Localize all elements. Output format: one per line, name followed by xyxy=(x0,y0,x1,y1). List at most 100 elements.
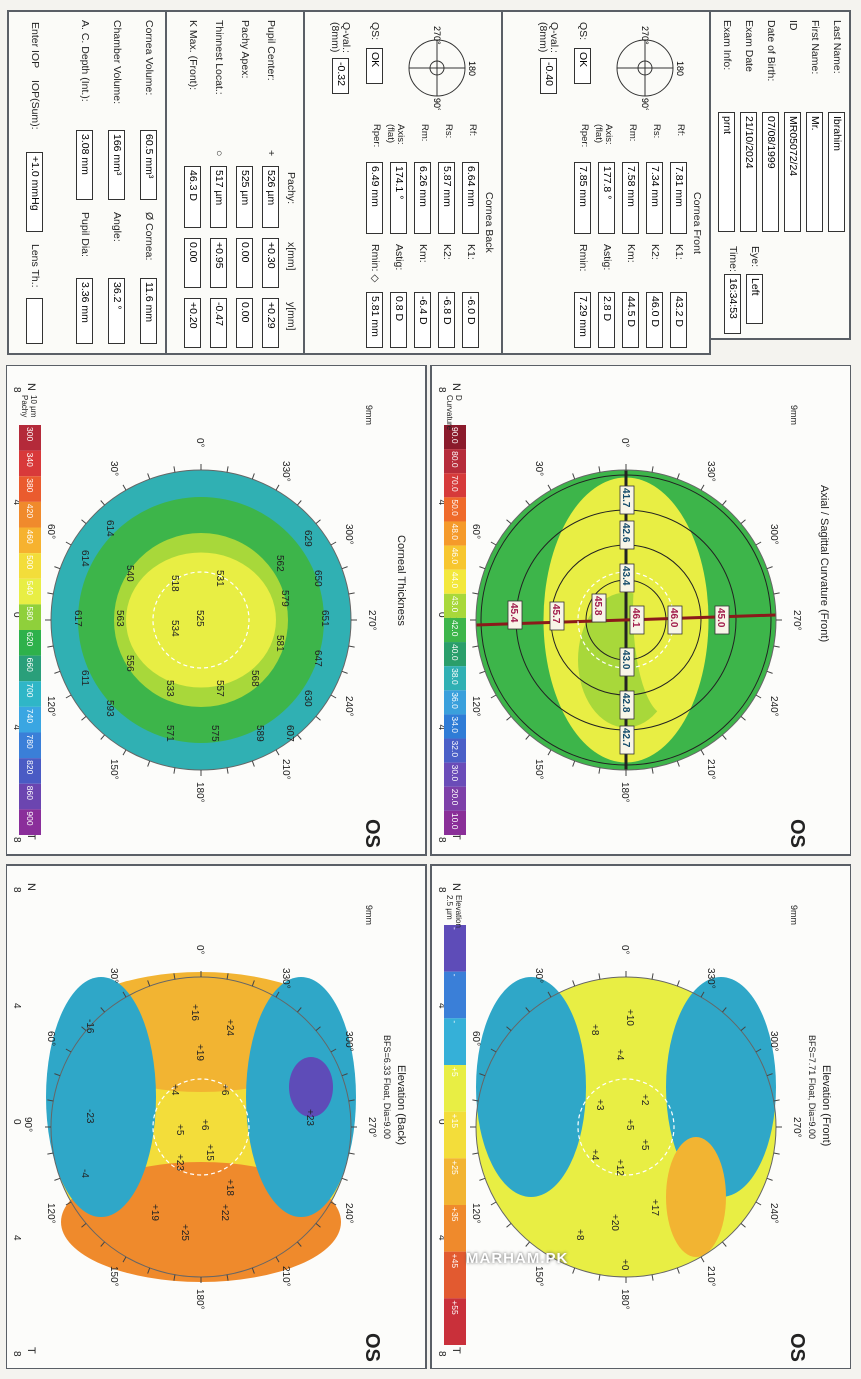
curv_scale-value: 43.0 xyxy=(450,596,460,613)
angle-label: 120° xyxy=(470,696,481,717)
back-right-value: -6.4 D xyxy=(414,292,431,348)
cornea-front-block: Cornea Front Rf: 7.81 mm Rs: 7.34 mm Rm: 7.58… xyxy=(501,10,711,355)
front-left-label: Axis: (flat) xyxy=(593,124,614,145)
elevation-back-value: +6 xyxy=(219,1084,230,1096)
volume-row-label: A. C. Depth (Int.): xyxy=(79,20,91,102)
pachy-row-x: +0.95 xyxy=(210,238,227,288)
curv_scale-swatch xyxy=(444,810,466,836)
iop-value[interactable]: +1.0 mmHg xyxy=(26,152,43,232)
angle-label: 0° xyxy=(619,945,630,955)
curv_scale-swatch xyxy=(444,449,466,474)
curv_scale-value: 42.0 xyxy=(450,620,460,637)
lens-value[interactable] xyxy=(26,298,43,344)
axis-tick: 8 xyxy=(11,887,22,893)
curv_scale-value: 36.0 xyxy=(450,692,460,709)
pachy_scale-unit-top: 10 µm xyxy=(29,395,38,418)
elev_scale-value: - xyxy=(450,974,460,977)
elevb-subtitle: BFS=6.33 Float, Dia=9.00 xyxy=(382,1035,392,1139)
angle-label: 60° xyxy=(45,524,56,539)
front-left-label: Rm: xyxy=(627,124,638,142)
pachy-row-x: 0.00 xyxy=(236,238,253,288)
nasal-label: N xyxy=(450,383,462,391)
time-value: 16:34:53 xyxy=(724,274,741,334)
elevation-back-value: +23 xyxy=(174,1154,185,1171)
angle-label: 30° xyxy=(108,968,119,983)
back-left-value: 6.26 mm xyxy=(414,162,431,234)
map-elevf: 180°150°120°90°60°30°0°330°300°270°240°2… xyxy=(436,883,802,1357)
pachy_scale-swatch xyxy=(19,425,41,451)
pachy-head-x: x[mm] xyxy=(285,242,297,271)
elev_scale-value: +45 xyxy=(450,1254,460,1269)
curv_scale-value: 30.0 xyxy=(450,765,460,782)
elevation-back-value: -16 xyxy=(84,1019,95,1034)
back-left-label: Rf: xyxy=(467,124,478,137)
volume-row-label2: Ø Cornea: xyxy=(143,212,155,261)
patient-field-label: Date of Birth: xyxy=(765,20,777,82)
back-left-value: 5.87 mm xyxy=(438,162,455,234)
pachy_scale-swatch xyxy=(19,758,41,784)
curv_scale-value: 80.0 xyxy=(450,451,460,468)
pachy_scale-swatch xyxy=(19,681,41,707)
angle-label: 30° xyxy=(533,968,544,983)
angle-label: 330° xyxy=(705,968,716,989)
back-qs-label: QS: xyxy=(369,22,381,41)
elev_scale-value: +5 xyxy=(450,1067,460,1077)
angle-label: 30° xyxy=(533,461,544,476)
elev_scale-swatch xyxy=(444,1065,466,1112)
front-left-label: Rs: xyxy=(651,124,662,139)
pachy-row-y: +0.20 xyxy=(184,298,201,348)
curv-value: 41.7 xyxy=(620,488,631,508)
angle-label: 0° xyxy=(194,438,205,448)
volume-row-label2: Angle: xyxy=(111,212,123,242)
pachy-row-value: 525 µm xyxy=(236,166,253,228)
back-right-label: Astig: xyxy=(393,244,405,271)
nasal-label: N xyxy=(450,883,462,891)
angle-label: 210° xyxy=(705,759,716,780)
curv_scale-value: 34.0 xyxy=(450,716,460,733)
maps-area: 180° 150° 120° 90° 60° 30° 0° 330° 300° 270° 240° 2… xyxy=(6,365,851,1369)
pachy-block: Pachy: x[mm] y[mm] Pupil Center: +526 µm +… xyxy=(165,10,305,355)
elev_scale-unit-mid: 2.5 µm xyxy=(445,895,454,920)
axis-tick: 0 xyxy=(11,612,22,618)
elevation-back-value: +25 xyxy=(179,1224,190,1241)
angle-label: 330° xyxy=(705,461,716,482)
pachy_scale-swatch xyxy=(19,732,41,759)
front-qs-value: OK xyxy=(574,48,591,84)
pachy-row-y: -0.47 xyxy=(210,298,227,348)
pachy_scale-value: 820 xyxy=(25,760,35,774)
pachy_scale-value: 740 xyxy=(25,709,35,723)
back-qval-label: Q-val.: (8mm) xyxy=(329,22,352,53)
elevation-front-value: +17 xyxy=(649,1199,660,1216)
front-right-value: 7.29 mm xyxy=(574,292,591,348)
thickness-value: 571 xyxy=(164,725,175,742)
patient-field-value: Ibrahim xyxy=(828,112,845,232)
thickness-value: 531 xyxy=(214,570,225,587)
front-qval-value: -0.40 xyxy=(540,58,557,94)
thickness-value: 534 xyxy=(169,620,180,637)
thick-mm: 9mm xyxy=(364,405,374,425)
front-left-label: Rf: xyxy=(675,124,686,137)
thickness-value: 611 xyxy=(79,670,90,686)
thickness-value: 568 xyxy=(249,670,260,687)
angle-label: 210° xyxy=(705,1266,716,1287)
pachy-row-symbol: + xyxy=(265,150,277,157)
back-right-label: K1: xyxy=(465,244,477,260)
elev_scale-swatch xyxy=(444,971,466,1019)
elevation-front-value: +5 xyxy=(624,1119,635,1131)
curv_scale-swatch xyxy=(444,425,466,450)
curv_scale-value: 46.0 xyxy=(450,548,460,565)
curv_scale-value: 48.0 xyxy=(450,523,460,540)
patient-field-label: ID xyxy=(787,20,799,31)
iop-label[interactable]: Enter IOP xyxy=(29,22,41,69)
front-left-value: 7.85 mm xyxy=(574,162,591,234)
back-left-label: Rper: xyxy=(371,124,382,148)
patient-field-value: MR05072/24 xyxy=(784,112,801,232)
patient-field-label: Exam Info: xyxy=(721,20,733,71)
map-elevb: 180° 150° 120° 90° 60° 30° 0° 330° 300° 270° 240° 2… xyxy=(11,883,377,1357)
back-right-value: 5.81 mm xyxy=(366,292,383,348)
elevation-front-value: +3 xyxy=(594,1099,605,1111)
elevf-mm: 9mm xyxy=(789,905,799,925)
front-right-value: 44.5 D xyxy=(622,292,639,348)
pachy_scale-swatch xyxy=(19,604,41,630)
elevation-back-value: +24 xyxy=(224,1019,235,1036)
